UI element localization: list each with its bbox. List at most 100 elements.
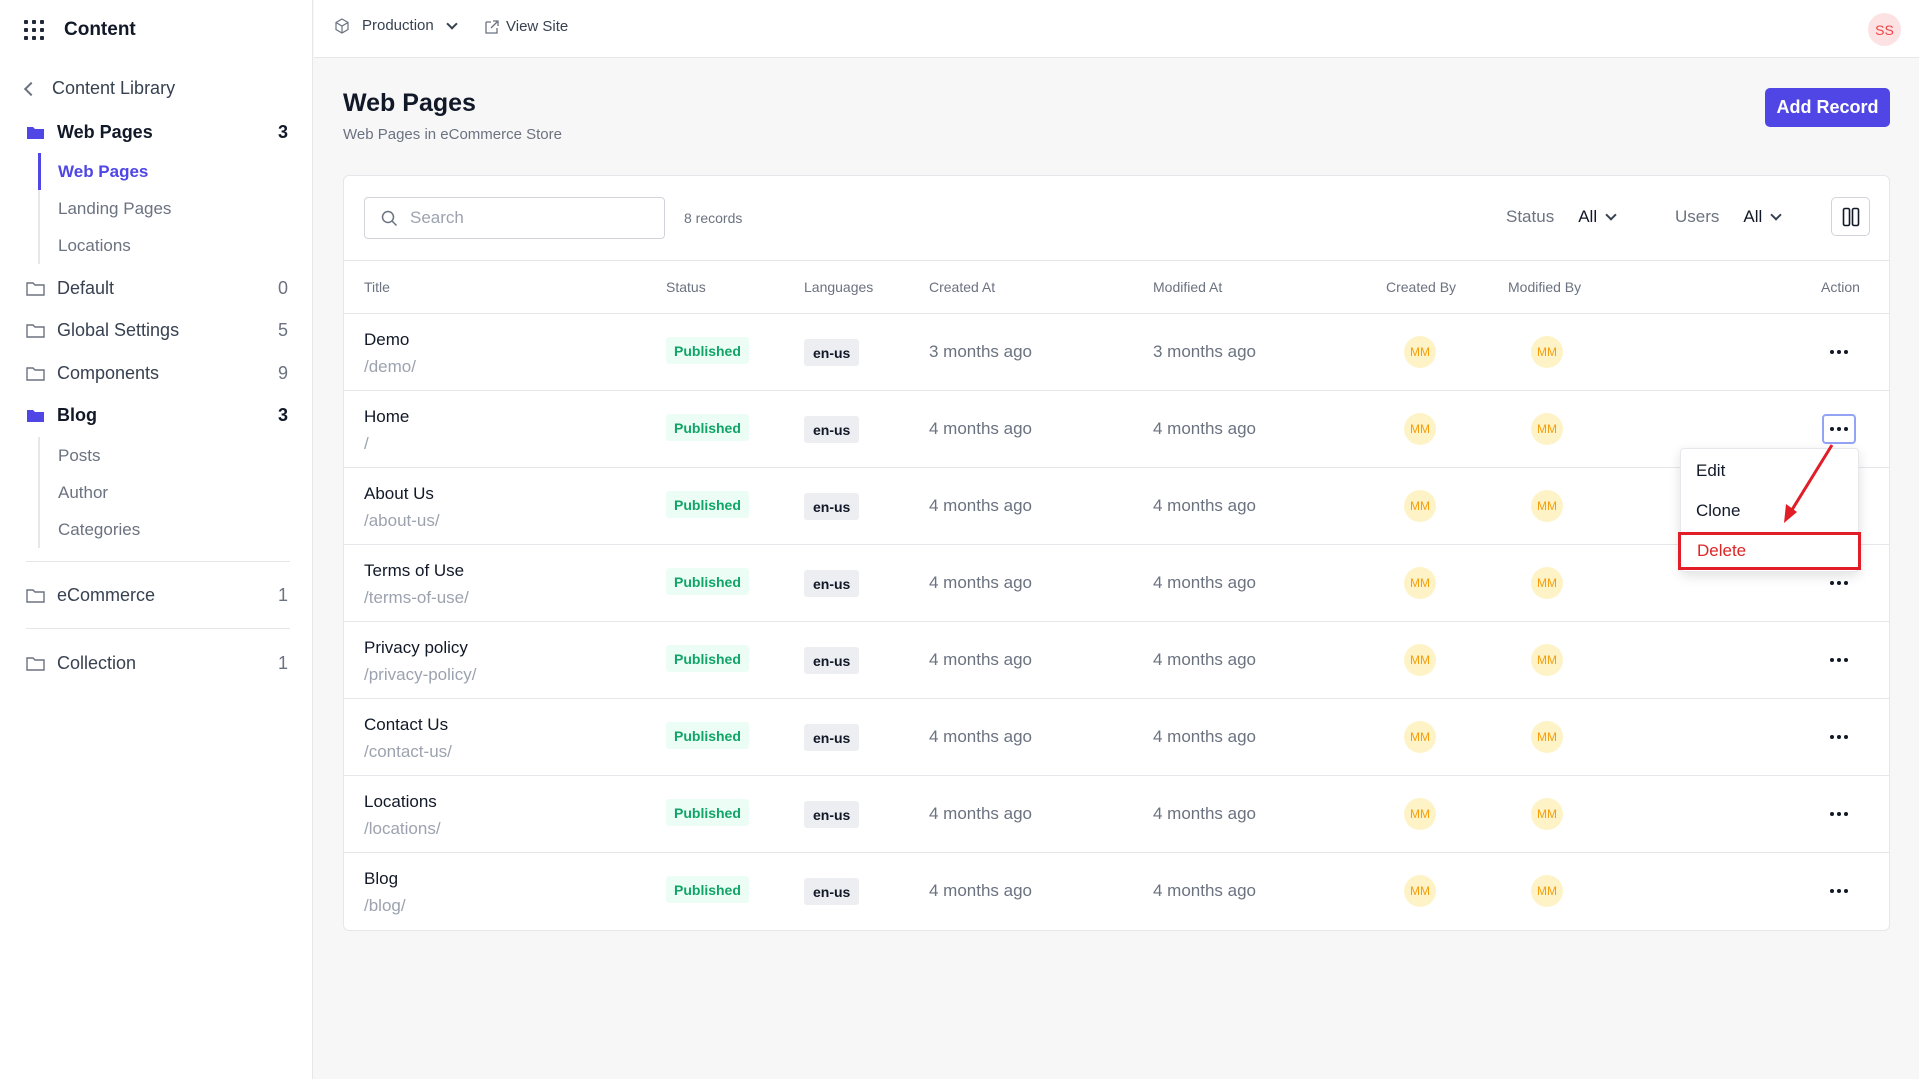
menu-item-clone[interactable]: Clone xyxy=(1696,501,1741,520)
status-badge: Published xyxy=(666,491,749,518)
row-actions-button[interactable] xyxy=(1822,799,1856,829)
table-row[interactable]: Blog /blog/ Published en-us 4 months ago… xyxy=(344,853,1889,930)
chevron-down-icon xyxy=(1605,209,1617,221)
sidebar-subitem-posts[interactable]: Posts xyxy=(58,445,101,465)
table-row[interactable]: Demo /demo/ Published en-us 3 months ago… xyxy=(344,314,1889,391)
created-at: 4 months ago xyxy=(929,881,1033,900)
column-header-status[interactable]: Status xyxy=(666,279,706,295)
sidebar-item-default[interactable]: Default 0 xyxy=(26,275,288,301)
column-header-modified-by[interactable]: Modified By xyxy=(1508,279,1582,295)
row-title[interactable]: Privacy policy xyxy=(364,638,468,657)
more-horizontal-icon xyxy=(1830,735,1848,739)
row-actions-button[interactable] xyxy=(1822,645,1856,675)
page-subtitle: Web Pages in eCommerce Store xyxy=(343,126,562,143)
status-filter[interactable]: Status All xyxy=(1506,207,1617,227)
row-actions-button[interactable] xyxy=(1822,876,1856,906)
column-header-languages[interactable]: Languages xyxy=(804,279,874,295)
column-header-title[interactable]: Title xyxy=(364,279,390,295)
sidebar-divider xyxy=(26,628,290,629)
columns-toggle-button[interactable] xyxy=(1831,197,1870,236)
language-badge: en-us xyxy=(804,339,860,366)
row-actions-button[interactable] xyxy=(1822,568,1856,598)
sidebar-subitem-locations[interactable]: Locations xyxy=(58,235,131,255)
row-actions-button[interactable] xyxy=(1822,722,1856,752)
row-slug: /terms-of-use/ xyxy=(364,588,469,607)
sidebar-subitem-categories[interactable]: Categories xyxy=(58,519,141,539)
environment-label: Production xyxy=(362,17,434,34)
users-filter-value: All xyxy=(1743,207,1763,226)
column-header-created-at[interactable]: Created At xyxy=(929,279,996,295)
status-badge: Published xyxy=(666,722,749,749)
sidebar-subitem-web-pages[interactable]: Web Pages xyxy=(38,153,171,190)
row-slug: /about-us/ xyxy=(364,511,440,530)
sidebar-item-components[interactable]: Components 9 xyxy=(26,360,288,386)
modified-by-avatar: MM xyxy=(1531,644,1563,676)
status-badge: Published xyxy=(666,645,749,672)
folder-icon xyxy=(26,656,45,671)
row-title[interactable]: Locations xyxy=(364,792,437,811)
language-badge: en-us xyxy=(804,416,860,443)
record-count: 8 records xyxy=(684,210,743,226)
row-slug: /privacy-policy/ xyxy=(364,665,477,684)
sidebar-item-count: 9 xyxy=(277,362,288,383)
row-title[interactable]: About Us xyxy=(364,484,434,503)
status-badge: Published xyxy=(666,414,749,441)
table-row[interactable]: Contact Us /contact-us/ Published en-us … xyxy=(344,699,1889,776)
add-record-button[interactable]: Add Record xyxy=(1765,88,1890,127)
sidebar-subitem-author[interactable]: Author xyxy=(58,482,109,502)
sidebar-item-global-settings[interactable]: Global Settings 5 xyxy=(26,317,288,343)
modified-at: 4 months ago xyxy=(1153,419,1257,438)
row-slug: /demo/ xyxy=(364,357,416,376)
search-icon xyxy=(381,210,398,226)
sidebar-item-collection[interactable]: Collection 1 xyxy=(26,650,288,676)
view-site-label: View Site xyxy=(506,18,569,35)
sidebar-header: Content xyxy=(24,18,136,42)
folder-icon xyxy=(26,323,45,338)
created-by-avatar: MM xyxy=(1404,721,1436,753)
row-slug: / xyxy=(364,434,369,453)
table-row[interactable]: Locations /locations/ Published en-us 4 … xyxy=(344,776,1889,853)
sidebar-item-blog[interactable]: Blog 3 xyxy=(26,402,288,428)
row-title[interactable]: Demo xyxy=(364,330,410,349)
row-title[interactable]: Home xyxy=(364,407,410,426)
sidebar-item-web-pages[interactable]: Web Pages 3 xyxy=(26,119,288,145)
chevron-down-icon xyxy=(446,17,458,30)
column-header-action: Action xyxy=(1821,279,1860,295)
page-title: Web Pages xyxy=(343,89,476,117)
user-avatar[interactable]: SS xyxy=(1868,13,1901,46)
language-badge: en-us xyxy=(804,724,860,751)
language-badge: en-us xyxy=(804,878,860,905)
column-header-created-by[interactable]: Created By xyxy=(1386,279,1457,295)
row-title[interactable]: Blog xyxy=(364,869,399,888)
row-actions-button[interactable] xyxy=(1822,414,1856,444)
table-row[interactable]: Privacy policy /privacy-policy/ Publishe… xyxy=(344,622,1889,699)
web-pages-submenu: Web Pages Landing Pages Locations xyxy=(38,153,171,264)
more-horizontal-icon xyxy=(1830,658,1848,662)
table-row[interactable]: About Us /about-us/ Published en-us 4 mo… xyxy=(344,468,1889,545)
search-input[interactable] xyxy=(410,208,650,228)
status-badge: Published xyxy=(666,799,749,826)
status-badge: Published xyxy=(666,337,749,364)
row-actions-button[interactable] xyxy=(1822,337,1856,367)
view-site-link[interactable]: View Site xyxy=(484,18,568,35)
table-row[interactable]: Terms of Use /terms-of-use/ Published en… xyxy=(344,545,1889,622)
more-horizontal-icon xyxy=(1830,889,1848,893)
search-box[interactable] xyxy=(364,197,665,239)
sidebar-subitem-landing-pages[interactable]: Landing Pages xyxy=(58,198,172,218)
back-to-content-library[interactable]: Content Library xyxy=(23,78,175,99)
column-header-modified-at[interactable]: Modified At xyxy=(1153,279,1223,295)
modified-by-avatar: MM xyxy=(1531,875,1563,907)
menu-item-delete[interactable]: Delete xyxy=(1678,532,1861,570)
row-title[interactable]: Contact Us xyxy=(364,715,449,734)
created-by-avatar: MM xyxy=(1404,798,1436,830)
table-row[interactable]: Home / Published en-us 4 months ago 4 mo… xyxy=(344,391,1889,468)
top-bar: Production View Site SS xyxy=(314,0,1919,58)
sidebar-item-ecommerce[interactable]: eCommerce 1 xyxy=(26,582,288,608)
environment-selector[interactable]: Production xyxy=(334,17,458,34)
row-title[interactable]: Terms of Use xyxy=(364,561,465,580)
sidebar-item-label: Blog xyxy=(57,404,97,425)
modified-at: 4 months ago xyxy=(1153,573,1257,592)
menu-item-edit[interactable]: Edit xyxy=(1696,461,1726,480)
users-filter[interactable]: Users All xyxy=(1675,207,1782,227)
grid-icon[interactable] xyxy=(24,19,46,41)
